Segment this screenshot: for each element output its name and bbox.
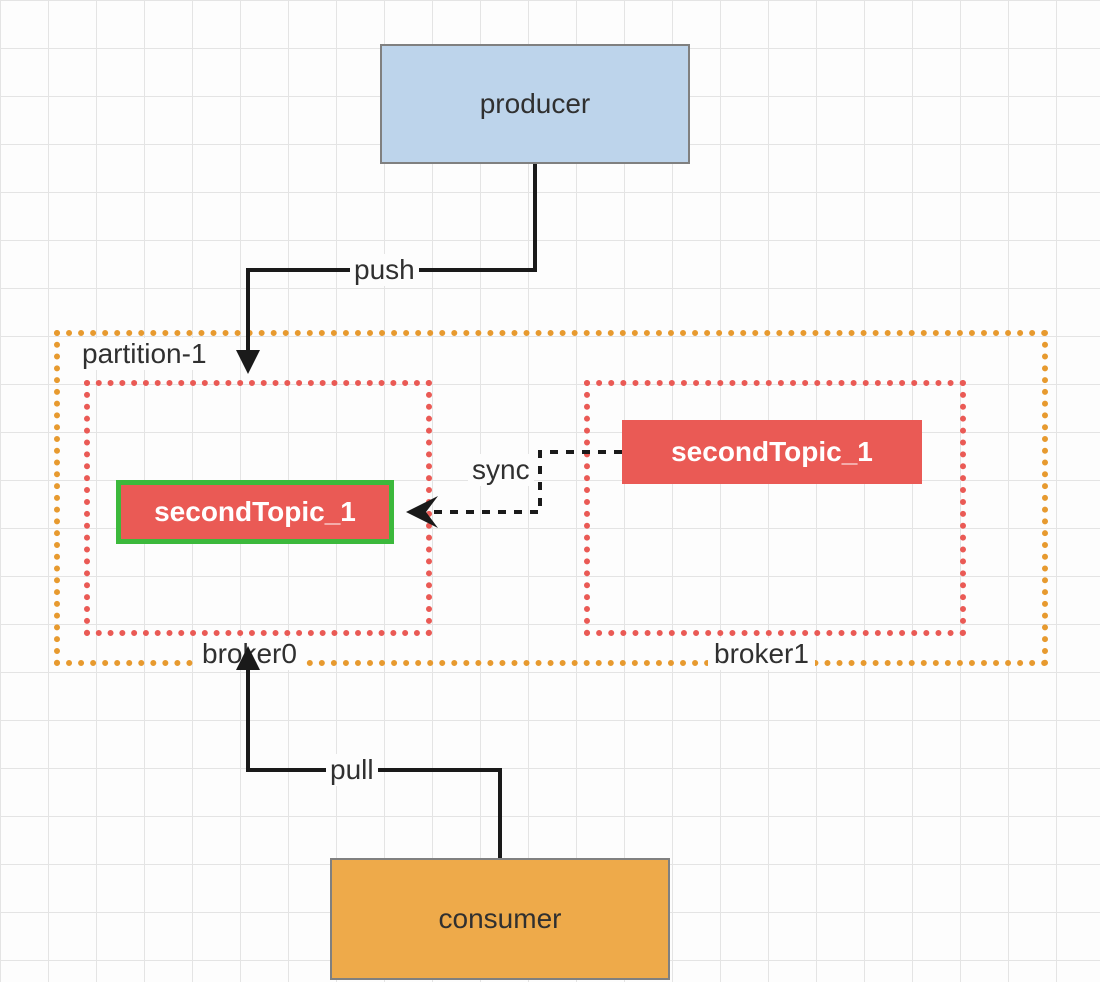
edge-pull-label: pull (326, 754, 378, 786)
topic-a-node-label: secondTopic_1 (154, 496, 356, 528)
consumer-node: consumer (330, 858, 670, 980)
producer-node: producer (380, 44, 690, 164)
edge-sync-label: sync (468, 454, 534, 486)
topic-b-node: secondTopic_1 (622, 420, 922, 484)
edge-push-label: push (350, 254, 419, 286)
diagram-canvas: partition-1 broker0 broker1 push sync pu… (0, 0, 1100, 982)
topic-b-node-label: secondTopic_1 (671, 436, 873, 468)
producer-node-label: producer (480, 88, 591, 120)
topic-a-node: secondTopic_1 (116, 480, 394, 544)
consumer-node-label: consumer (439, 903, 562, 935)
